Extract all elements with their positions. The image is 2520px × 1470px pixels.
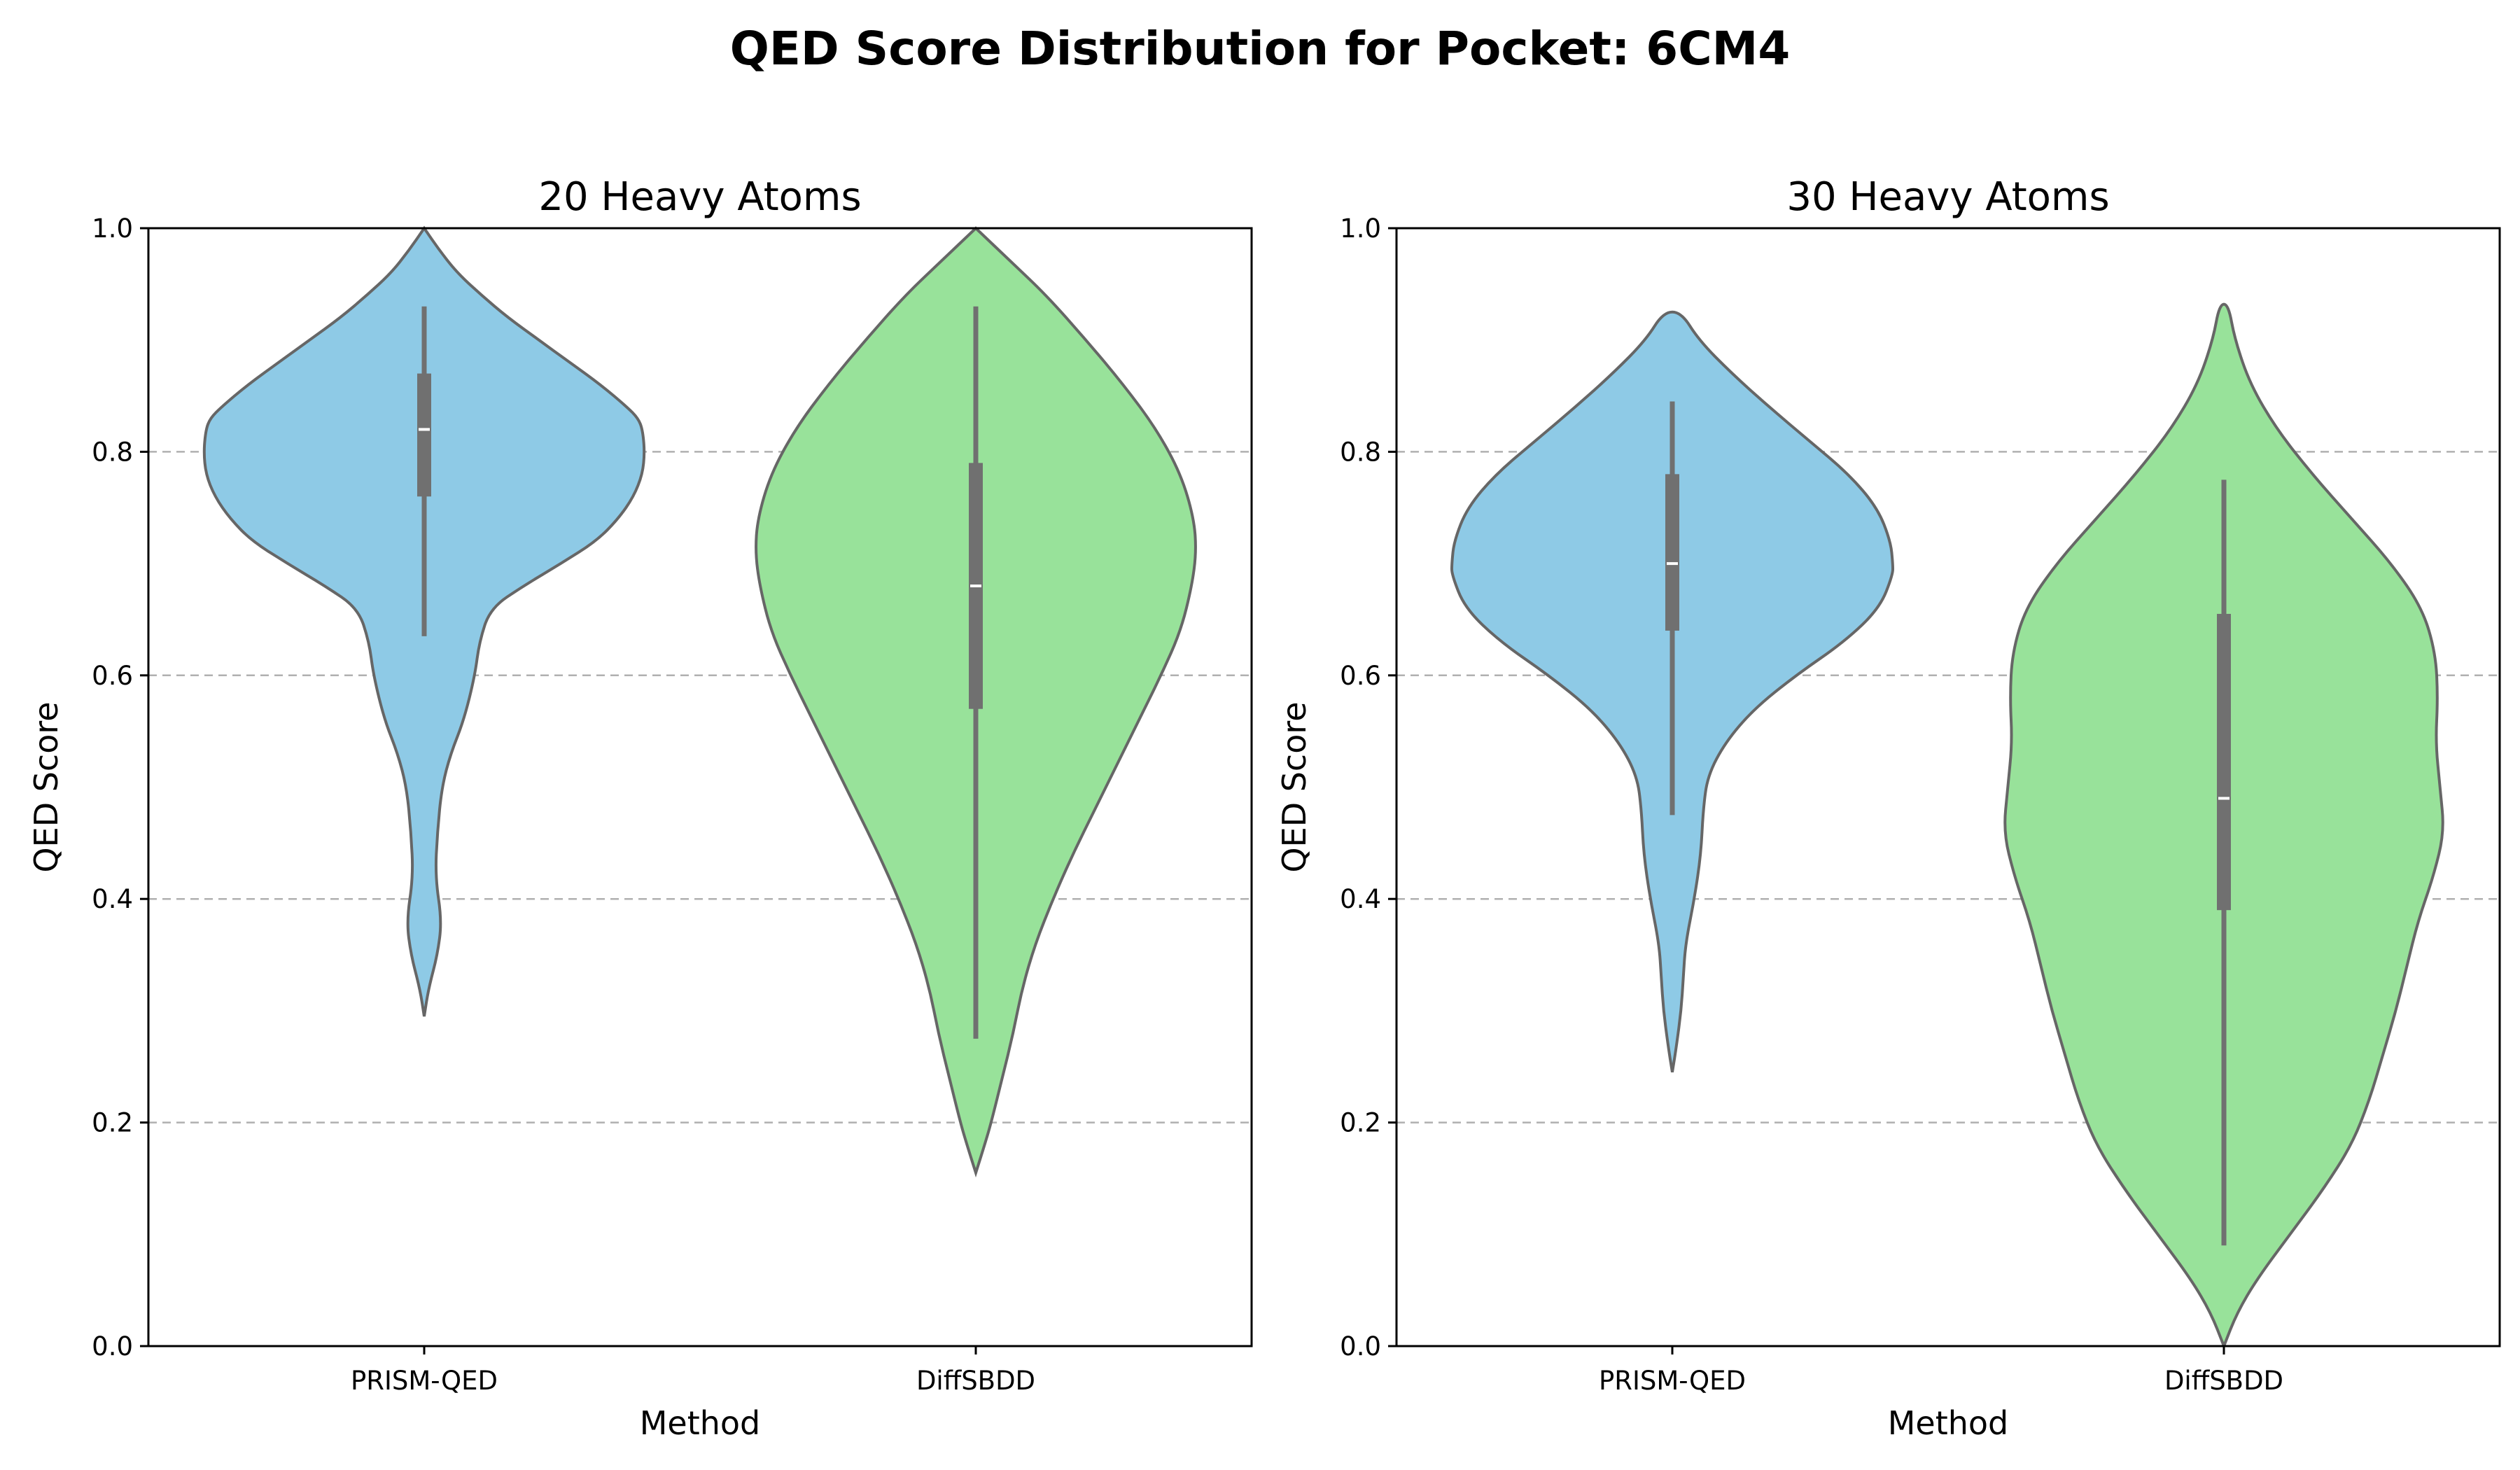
- y-tick-label: 0.8: [1340, 437, 1381, 467]
- y-tick-label: 0.2: [1340, 1108, 1381, 1138]
- panel-20-heavy-atoms: 0.0 0.2 0.4 0.6 0.8 1.0 PRISM-QED DiffSBDD 20 He…: [27, 174, 1253, 1442]
- x-axis-label: Method: [1888, 1404, 2009, 1442]
- panel-title: 30 Heavy Atoms: [1786, 174, 2109, 220]
- x-tick-label: PRISM-QED: [1599, 1366, 1746, 1396]
- y-tick-label: 0.8: [92, 437, 133, 467]
- x-tick-label: DiffSBDD: [916, 1366, 1035, 1396]
- violin-diffsbdd: [755, 226, 1197, 1178]
- y-tick-label: 0.2: [92, 1108, 133, 1138]
- y-axis-label: QED Score: [1275, 701, 1313, 872]
- panel-title: 20 Heavy Atoms: [538, 174, 861, 220]
- y-tick-label: 0.4: [1340, 884, 1381, 914]
- figure-title: QED Score Distribution for Pocket: 6CM4: [730, 22, 1791, 76]
- iqr-box: [417, 373, 431, 497]
- y-tick-label: 0.6: [92, 661, 133, 691]
- x-tick-label: PRISM-QED: [351, 1366, 498, 1396]
- y-tick-label: 0.6: [1340, 661, 1381, 691]
- iqr-box: [1665, 474, 1679, 631]
- panel-30-heavy-atoms: 0.0 0.2 0.4 0.6 0.8 1.0 PRISM-QED DiffSBDD 30 He…: [1275, 174, 2501, 1442]
- axes-frame: [1395, 227, 2501, 1348]
- x-tick-label: DiffSBDD: [2164, 1366, 2283, 1396]
- y-tick-label: 1.0: [1340, 214, 1381, 244]
- y-tick-label: 0.0: [92, 1331, 133, 1362]
- y-tick-label: 1.0: [92, 214, 133, 244]
- violin-prism-qed: [202, 225, 646, 1017]
- y-tick-label: 0.0: [1340, 1331, 1381, 1362]
- violin-diffsbdd: [2003, 302, 2444, 1350]
- y-tick-label: 0.4: [92, 884, 133, 914]
- iqr-box: [2217, 613, 2231, 911]
- violin-prism-qed: [1450, 310, 1895, 1073]
- axes-frame: [147, 227, 1253, 1348]
- x-axis-label: Method: [640, 1404, 761, 1442]
- y-axis-label: QED Score: [27, 701, 65, 872]
